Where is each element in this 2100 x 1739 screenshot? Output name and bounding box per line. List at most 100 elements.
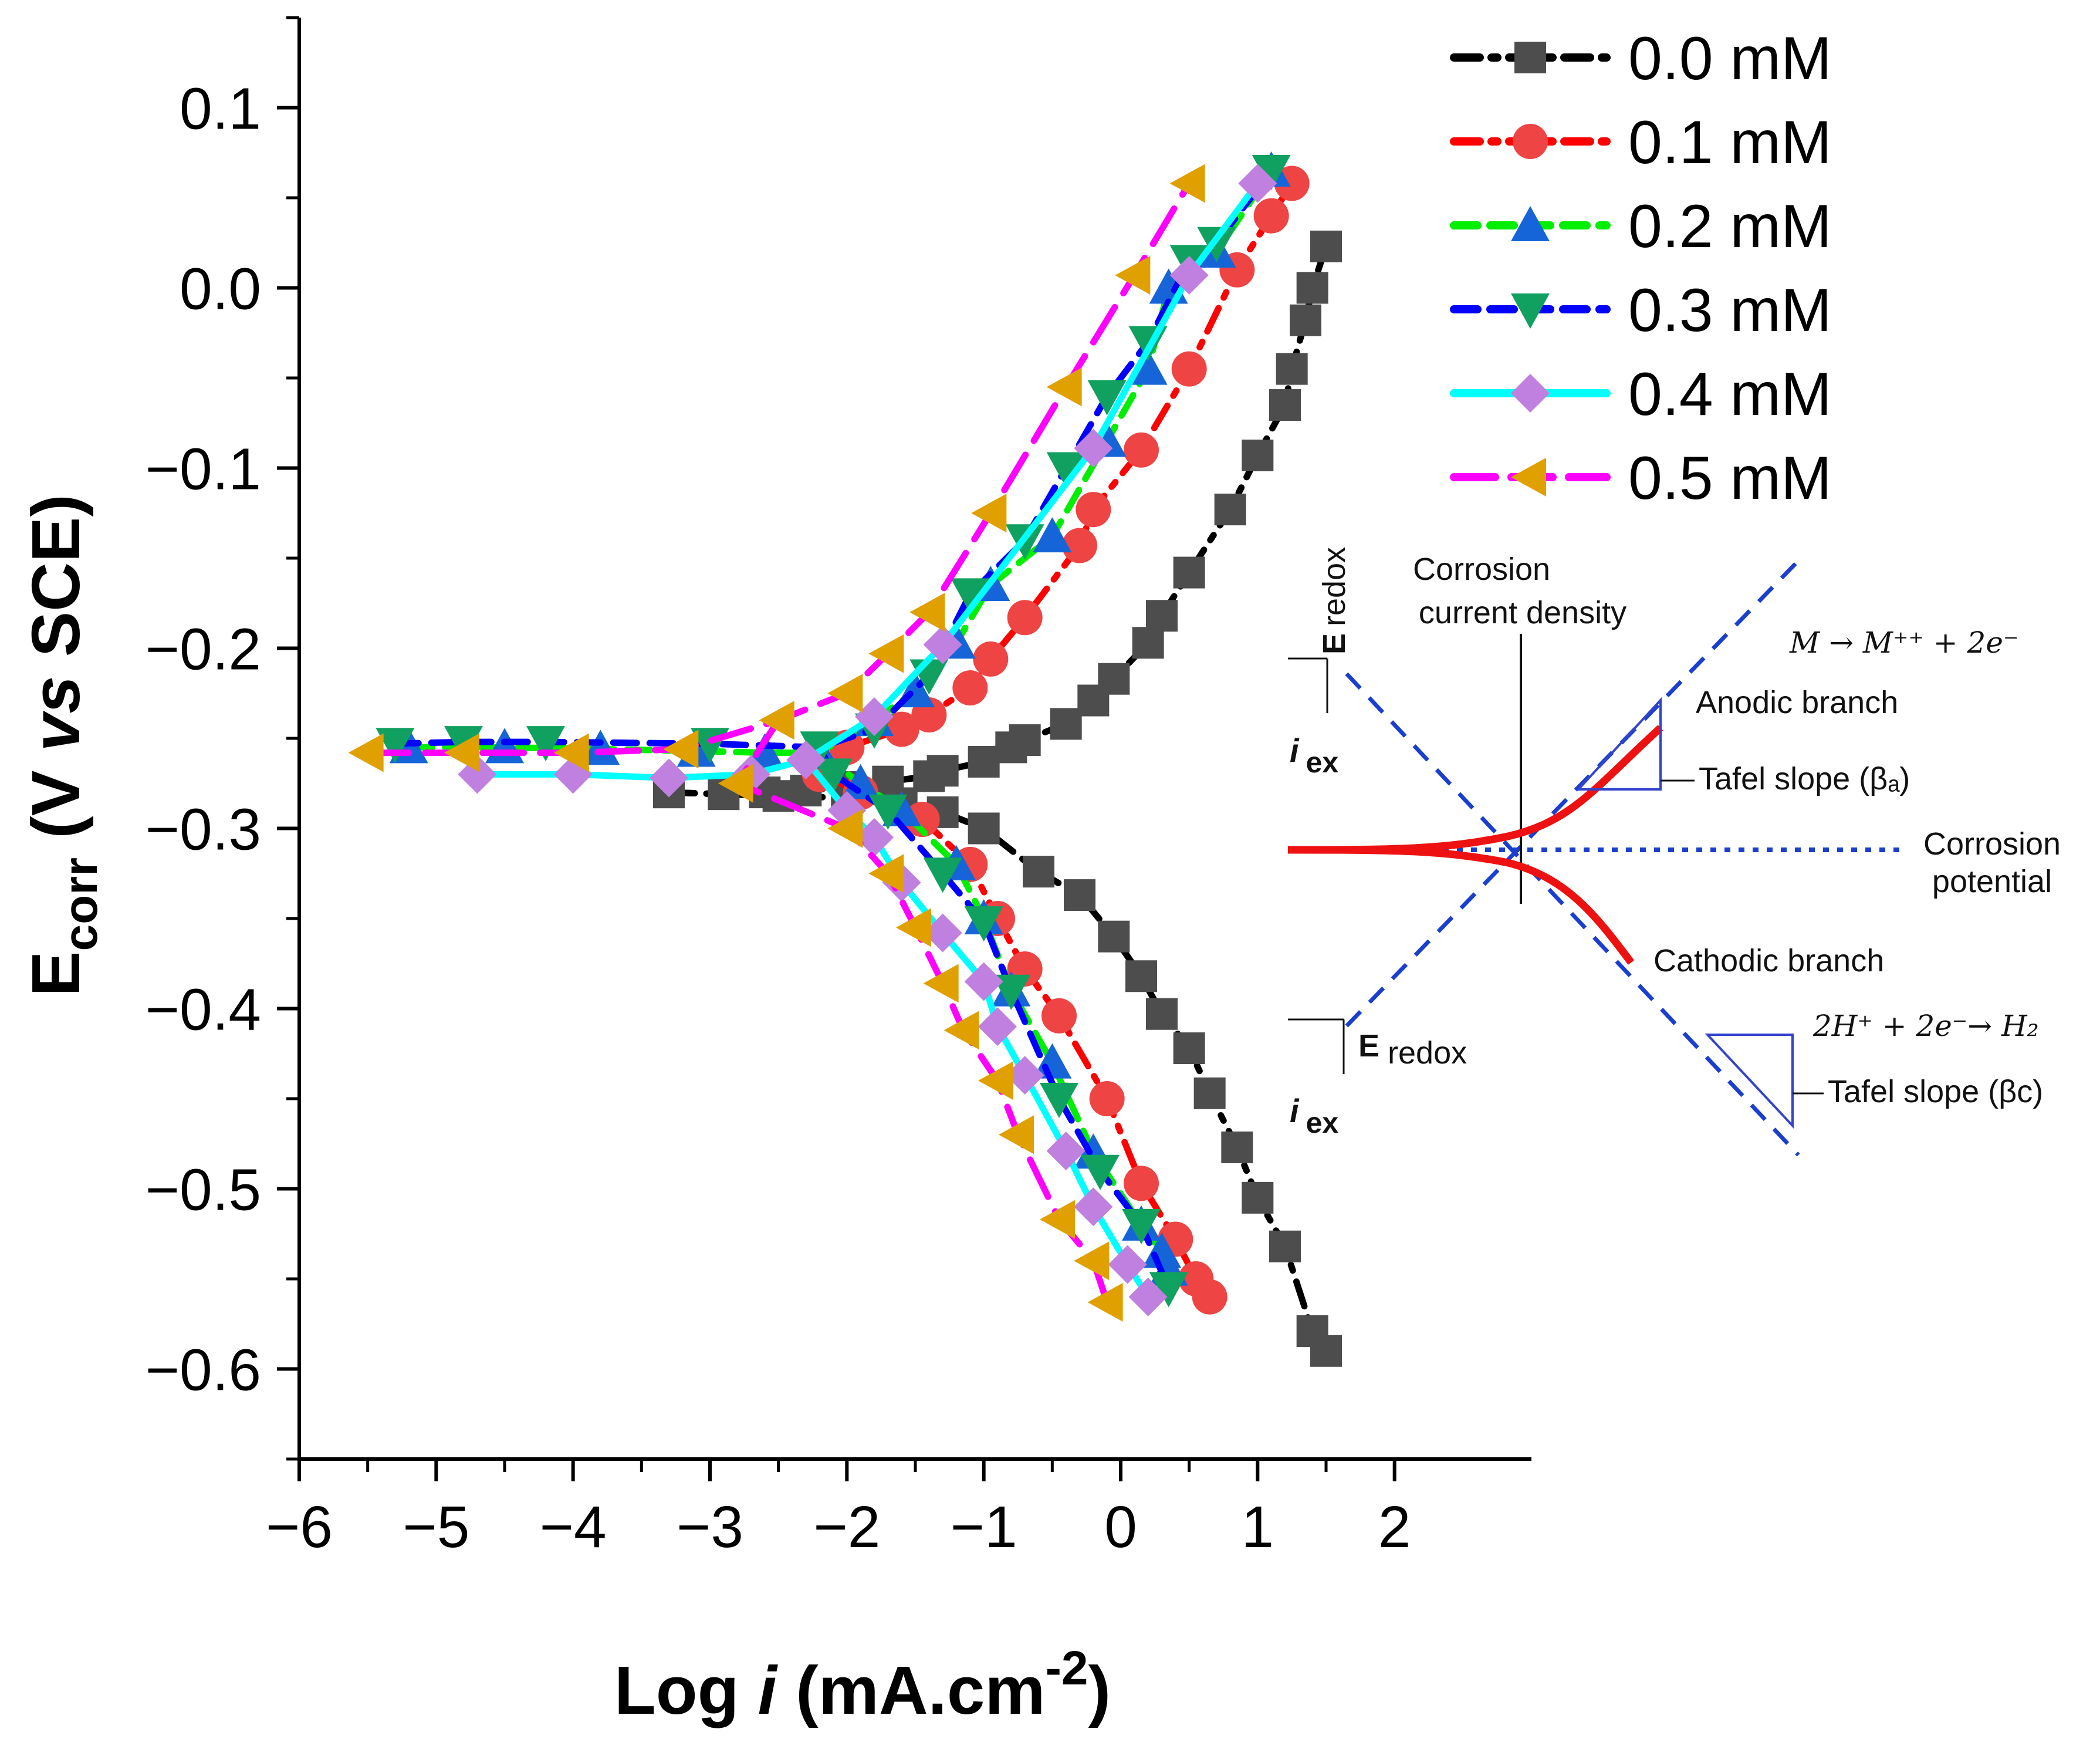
data-point-triangle-left xyxy=(971,494,1007,533)
data-point-diamond xyxy=(1511,374,1550,413)
x-axis-label-prefix: Log xyxy=(614,1652,758,1728)
inset-anodic-slope-triangle xyxy=(1575,697,1662,791)
data-point-circle xyxy=(1513,124,1548,159)
y-axis-label-rest: (V xyxy=(18,752,94,857)
inset-i-ex-top-sub: ex xyxy=(1306,746,1339,779)
y-axis-label-sub: corr xyxy=(54,857,107,951)
data-point-circle xyxy=(1192,1279,1227,1315)
inset-corrosion-current-density-line2: current density xyxy=(1419,595,1626,630)
data-point-triangle-left xyxy=(827,809,863,848)
data-point-triangle-down xyxy=(951,578,990,614)
x-tick-label: −6 xyxy=(266,1494,333,1560)
inset-anodic-branch: Anodic branch xyxy=(1696,685,1898,720)
y-axis-label: Ecorr (V vs SCE) xyxy=(18,494,107,997)
data-point-triangle-left xyxy=(348,733,384,772)
data-point-diamond xyxy=(1074,428,1113,468)
data-point-triangle-down xyxy=(526,726,565,762)
x-axis-label-unit: (mA.cm xyxy=(777,1652,1046,1728)
y-tick-label: −0.1 xyxy=(146,437,261,502)
data-point-square xyxy=(1214,494,1246,526)
data-point-square xyxy=(1098,663,1130,695)
data-point-diamond xyxy=(923,625,962,664)
data-point-triangle-up xyxy=(1511,206,1550,241)
data-point-triangle-left xyxy=(1046,367,1082,407)
inset-cathodic-curve xyxy=(1287,846,1635,965)
data-point-square xyxy=(1009,724,1041,757)
inset-cathodic-reaction: 2H⁺ + 2e⁻→ H₂ xyxy=(1812,1009,2039,1043)
data-point-triangle-left xyxy=(868,854,904,893)
data-point-triangle-down xyxy=(992,974,1031,1010)
data-point-square xyxy=(1064,879,1095,911)
data-point-square xyxy=(1146,600,1178,632)
inset-corrosion-potential-line1: Corrosion xyxy=(1923,826,2061,862)
data-point-triangle-down xyxy=(923,857,962,893)
data-point-square xyxy=(968,745,1000,778)
x-tick-label: 1 xyxy=(1242,1494,1274,1560)
data-point-triangle-down xyxy=(376,728,415,764)
data-point-triangle-left xyxy=(944,1011,979,1050)
legend-label: 0.5 mM xyxy=(1628,444,1832,512)
data-point-square xyxy=(1125,960,1157,992)
series-3 xyxy=(376,154,1291,1308)
data-point-circle xyxy=(904,802,940,838)
data-point-square xyxy=(1098,920,1130,953)
data-point-diamond xyxy=(1074,1187,1113,1227)
data-point-circle xyxy=(1041,998,1077,1034)
inset-i-ex-top: i ex xyxy=(1290,732,1338,779)
data-point-circle xyxy=(1007,600,1043,636)
x-tick-label: −4 xyxy=(540,1494,607,1560)
y-tick-label: 0.1 xyxy=(180,76,261,142)
data-point-triangle-left xyxy=(1040,1200,1075,1239)
data-point-square xyxy=(1242,440,1274,472)
data-point-square xyxy=(1173,556,1205,589)
data-point-triangle-left xyxy=(1074,1241,1110,1281)
legend: 0.0 mM 0.1 mM 0.2 mM 0.3 mM 0.4 mM 0.5 mM xyxy=(1450,25,1832,512)
data-point-diamond xyxy=(1128,1277,1168,1316)
data-point-square xyxy=(1050,708,1082,740)
data-point-circle xyxy=(1124,432,1159,468)
inset-tafel-anodic: Tafel slope (βₐ) xyxy=(1699,761,1910,796)
legend-label: 0.2 mM xyxy=(1628,193,1832,261)
data-point-square xyxy=(1023,856,1054,888)
y-tick-label: −0.3 xyxy=(146,797,261,863)
inset-background xyxy=(1273,528,2095,1150)
inset-anodic-reaction: M → M⁺⁺ + 2e⁻ xyxy=(1789,626,2018,660)
y-axis-label-italic: vs xyxy=(18,676,94,751)
series-4-anodic-line xyxy=(474,180,1261,781)
data-point-circle xyxy=(884,711,919,747)
data-point-diamond xyxy=(855,818,894,857)
data-point-triangle-down xyxy=(1087,380,1127,416)
x-tick-label: −3 xyxy=(677,1494,743,1560)
data-point-triangle-down xyxy=(964,906,1003,942)
data-point-square xyxy=(1296,272,1328,304)
legend-item: 0.5 mM xyxy=(1450,444,1832,512)
data-point-square xyxy=(1514,42,1546,73)
legend-item: 0.1 mM xyxy=(1450,109,1832,177)
data-point-square xyxy=(1146,998,1178,1030)
y-tick-label: −0.4 xyxy=(146,977,261,1043)
inset-diagram xyxy=(1273,528,2095,1157)
legend-item: 0.4 mM xyxy=(1450,360,1832,428)
data-point-triangle-left xyxy=(909,593,945,632)
data-point-circle xyxy=(952,670,988,706)
inset-e-redox-top-sub: redox xyxy=(1317,547,1352,626)
data-point-diamond xyxy=(650,758,688,798)
data-point-circle xyxy=(1089,1081,1125,1116)
inset-i-ex-bottom-i: i xyxy=(1290,1092,1300,1129)
x-tick-label: 2 xyxy=(1378,1494,1411,1560)
legend-label: 0.4 mM xyxy=(1628,360,1832,428)
data-point-square xyxy=(1173,1032,1205,1065)
data-point-square xyxy=(1221,1131,1253,1163)
data-point-triangle-left xyxy=(1511,458,1546,497)
data-point-triangle-left xyxy=(999,1115,1034,1154)
legend-label: 0.1 mM xyxy=(1628,109,1832,177)
data-point-triangle-left xyxy=(663,730,699,769)
data-point-triangle-down xyxy=(814,758,853,794)
data-point-diamond xyxy=(786,740,826,779)
y-tick-label: −0.2 xyxy=(146,617,261,683)
legend-item: 0.0 mM xyxy=(1450,25,1832,93)
data-point-square xyxy=(1269,389,1301,421)
data-point-circle xyxy=(1062,528,1097,563)
inset-corrosion-current-density-line1: Corrosion xyxy=(1413,552,1550,587)
